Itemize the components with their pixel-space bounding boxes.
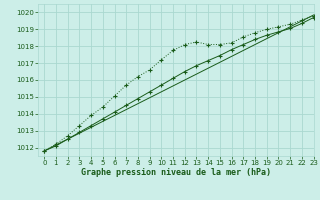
X-axis label: Graphe pression niveau de la mer (hPa): Graphe pression niveau de la mer (hPa)	[81, 168, 271, 177]
